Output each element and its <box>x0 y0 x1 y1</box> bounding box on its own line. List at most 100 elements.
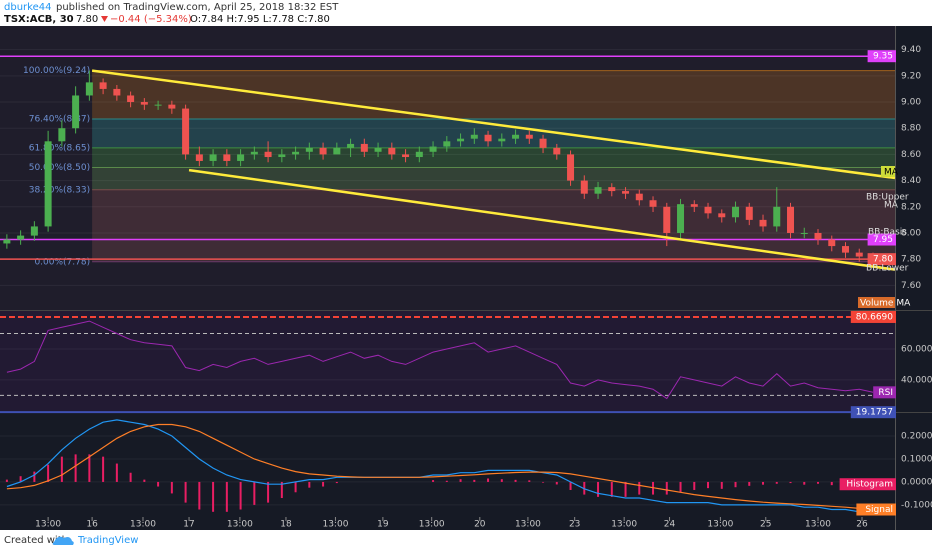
price-label-box <box>867 233 896 246</box>
candle-body <box>85 82 93 96</box>
y-tick-label: 40.0000 <box>901 375 932 385</box>
histogram-bar <box>115 463 118 482</box>
macd-pane <box>0 413 895 517</box>
candle-body <box>855 252 863 257</box>
x-tick-label: 13:00 <box>805 520 831 530</box>
trendline <box>91 69 896 180</box>
candle-body <box>567 154 575 181</box>
series-label: RSI <box>878 388 893 398</box>
histogram-bar <box>638 481 641 495</box>
author[interactable]: dburke44 <box>4 2 51 13</box>
y-tick-label: 8.60 <box>901 150 921 160</box>
candle-body <box>814 232 822 240</box>
candle-body <box>292 151 300 155</box>
candle-body <box>759 219 767 227</box>
candle-body <box>690 204 698 207</box>
candle-body <box>195 154 203 161</box>
candle-body <box>470 134 478 139</box>
candle-body <box>182 108 190 155</box>
histogram-bar <box>212 481 215 512</box>
fib-label: 100.00%(9.24) <box>23 66 90 76</box>
y-tick-label: 8.40 <box>901 176 921 186</box>
histogram-bar <box>775 481 778 484</box>
candle-body <box>250 151 258 155</box>
candle-body <box>374 147 382 152</box>
candle-body <box>72 95 80 129</box>
histogram-bar <box>762 481 765 485</box>
histogram-bar <box>225 481 228 512</box>
histogram-bar <box>253 481 256 505</box>
y-tick-label: 8.80 <box>901 124 921 134</box>
candle-body <box>498 138 506 142</box>
histogram-bar <box>170 481 173 494</box>
histogram-bar <box>19 476 22 482</box>
histogram-bar <box>335 481 338 484</box>
histogram-bar <box>624 481 627 497</box>
created-with: Created with <box>4 535 68 546</box>
x-tick-label: 13:00 <box>35 520 61 530</box>
histogram-bar <box>33 471 36 482</box>
histogram-bar <box>803 481 806 485</box>
fib-band <box>92 70 896 120</box>
candle-body <box>457 138 465 142</box>
histogram-bar <box>88 454 91 482</box>
histogram-bar <box>748 481 751 486</box>
volume-ma-label: Volume MA <box>860 299 911 309</box>
y-tick-label: 7.60 <box>901 281 921 291</box>
macd-line <box>6 423 874 511</box>
candle-body <box>745 206 753 220</box>
chart-layer: 100.00%(9.24) 76.40%(8.87) 61.80%(8.65) 50.… <box>0 45 932 530</box>
footer-bg <box>0 530 932 550</box>
price-label-box <box>867 50 896 63</box>
header-bg <box>0 0 932 26</box>
bb-upper-label: BB:Upper <box>866 193 909 203</box>
histogram-bar <box>60 456 63 482</box>
histogram-bar <box>102 456 105 482</box>
histogram-bar <box>198 481 201 510</box>
y-tick-label: 8.00 <box>901 228 921 238</box>
ma-label: MA <box>884 201 899 211</box>
price-label: 7.80 <box>873 255 893 265</box>
histogram-bar <box>459 479 462 482</box>
candle-body <box>264 151 272 158</box>
trendline <box>188 168 896 271</box>
down-arrow <box>101 16 108 22</box>
series-label-box <box>873 386 896 399</box>
series-label: Signal <box>865 505 893 515</box>
fib-band <box>92 167 896 190</box>
candle-body <box>168 104 176 109</box>
histogram-bar <box>487 478 490 482</box>
x-tick-label: 13:00 <box>611 520 637 530</box>
brand[interactable]: TradingView <box>77 535 138 546</box>
histogram-bar <box>308 481 311 488</box>
fib-label: 0.00%(7.78) <box>34 257 90 267</box>
histogram-bar <box>720 481 723 489</box>
candle-body <box>800 232 808 234</box>
candle-body <box>44 141 52 227</box>
last-price: 7.80 <box>76 14 98 25</box>
histogram-bar <box>267 481 270 503</box>
candle-body <box>3 239 11 244</box>
histogram-bar <box>500 479 503 482</box>
candle-body <box>512 134 520 139</box>
histogram-bar <box>473 479 476 482</box>
candle-body <box>842 246 850 253</box>
histogram-bar <box>569 481 572 490</box>
level-label: 80.6690 <box>856 312 893 322</box>
histogram-bar <box>679 481 682 493</box>
fib-label: 38.20%(8.33) <box>29 185 90 195</box>
series-label: Histogram <box>846 480 893 490</box>
published: published on TradingView.com, April 25, … <box>56 2 339 13</box>
histogram-bar <box>280 481 283 499</box>
candle-body <box>113 88 121 96</box>
x-tick-label: 24 <box>664 520 676 530</box>
x-tick-label: 13:00 <box>515 520 541 530</box>
candle-body <box>402 154 410 158</box>
candle-body <box>99 82 107 89</box>
candle-body <box>223 154 231 161</box>
rsi-pane <box>0 311 895 411</box>
candle-body <box>704 206 712 214</box>
ohlc: O:7.84 H:7.95 L:7.78 C:7.80 <box>190 14 330 25</box>
candle-body <box>429 146 437 152</box>
